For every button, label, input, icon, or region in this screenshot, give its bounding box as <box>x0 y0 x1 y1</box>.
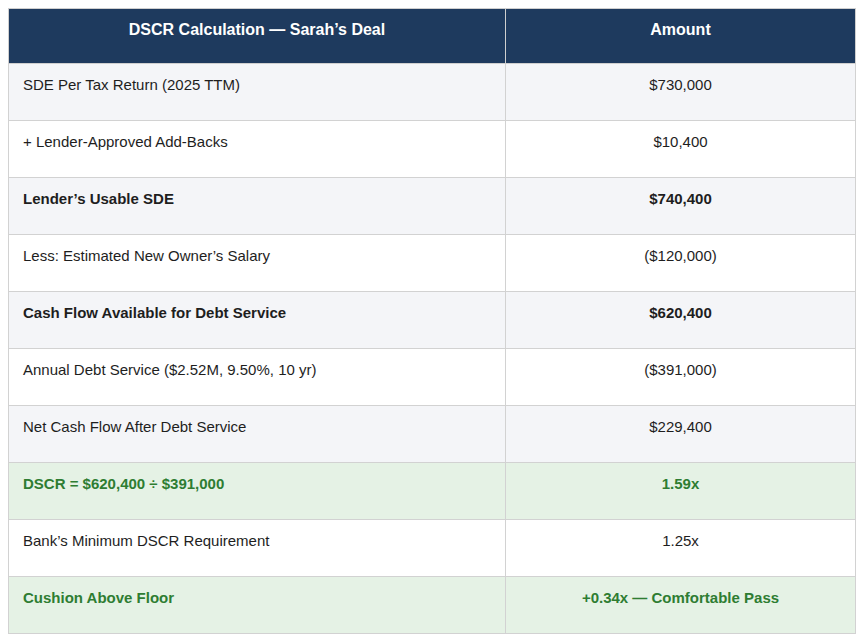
row-amount-cell: 1.59x <box>506 463 856 520</box>
row-label-cell: Cash Flow Available for Debt Service <box>9 292 506 349</box>
table-row: Less: Estimated New Owner’s Salary($120,… <box>9 235 856 292</box>
table-row: DSCR = $620,400 ÷ $391,0001.59x <box>9 463 856 520</box>
table-row: + Lender-Approved Add-Backs$10,400 <box>9 121 856 178</box>
table-row: Cash Flow Available for Debt Service$620… <box>9 292 856 349</box>
row-amount-cell: ($391,000) <box>506 349 856 406</box>
row-label-cell: Less: Estimated New Owner’s Salary <box>9 235 506 292</box>
row-label-cell: Bank’s Minimum DSCR Requirement <box>9 520 506 577</box>
row-label-cell: + Lender-Approved Add-Backs <box>9 121 506 178</box>
row-label-cell: Annual Debt Service ($2.52M, 9.50%, 10 y… <box>9 349 506 406</box>
row-label-cell: Net Cash Flow After Debt Service <box>9 406 506 463</box>
row-amount-cell: +0.34x — Comfortable Pass <box>506 577 856 634</box>
row-amount-cell: 1.25x <box>506 520 856 577</box>
table-row: Lender’s Usable SDE$740,400 <box>9 178 856 235</box>
row-amount-cell: $740,400 <box>506 178 856 235</box>
row-label-cell: Cushion Above Floor <box>9 577 506 634</box>
table-row: SDE Per Tax Return (2025 TTM)$730,000 <box>9 64 856 121</box>
row-amount-cell: ($120,000) <box>506 235 856 292</box>
dscr-calculation-table: DSCR Calculation — Sarah’s Deal Amount S… <box>8 8 856 634</box>
table-body: SDE Per Tax Return (2025 TTM)$730,000+ L… <box>9 64 856 634</box>
row-label-cell: SDE Per Tax Return (2025 TTM) <box>9 64 506 121</box>
header-cell-amount: Amount <box>506 9 856 64</box>
row-amount-cell: $10,400 <box>506 121 856 178</box>
row-label-cell: DSCR = $620,400 ÷ $391,000 <box>9 463 506 520</box>
row-amount-cell: $730,000 <box>506 64 856 121</box>
row-amount-cell: $620,400 <box>506 292 856 349</box>
table-row: Net Cash Flow After Debt Service$229,400 <box>9 406 856 463</box>
table-row: Cushion Above Floor+0.34x — Comfortable … <box>9 577 856 634</box>
table-row: Bank’s Minimum DSCR Requirement1.25x <box>9 520 856 577</box>
row-amount-cell: $229,400 <box>506 406 856 463</box>
header-row: DSCR Calculation — Sarah’s Deal Amount <box>9 9 856 64</box>
header-cell-title: DSCR Calculation — Sarah’s Deal <box>9 9 506 64</box>
row-label-cell: Lender’s Usable SDE <box>9 178 506 235</box>
table-row: Annual Debt Service ($2.52M, 9.50%, 10 y… <box>9 349 856 406</box>
dscr-table-container: DSCR Calculation — Sarah’s Deal Amount S… <box>0 0 865 634</box>
